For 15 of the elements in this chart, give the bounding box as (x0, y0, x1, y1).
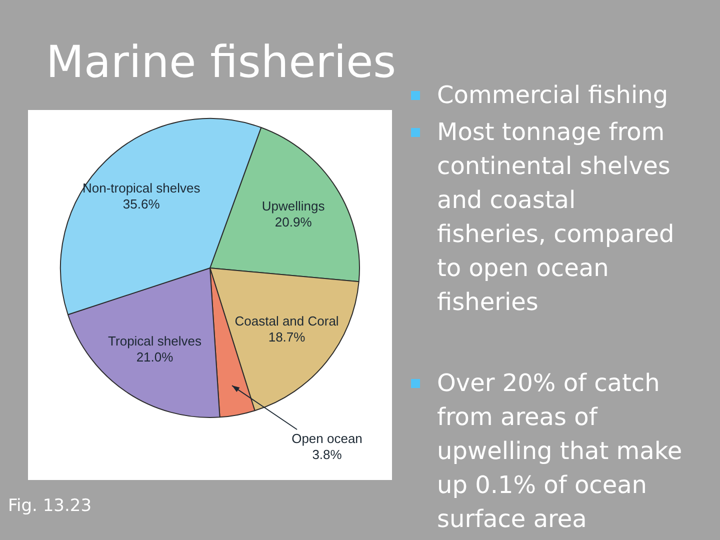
data-label: 21.0% (136, 349, 174, 364)
slice-label: Coastal and Coral (234, 314, 339, 329)
data-label: 20.9% (274, 214, 312, 230)
text: Most tonnage from continental shelves and coastal fisheries, compared to open ocean fisheries (437, 118, 674, 316)
slice-label: Tropical shelves (108, 333, 202, 348)
data-label: 35.6% (122, 196, 160, 212)
text: Commercial fishing (437, 81, 668, 109)
slice-label: Non-tropical shelves (82, 180, 201, 196)
data-label: 18.7% (268, 330, 306, 345)
slice-label: Open ocean (292, 431, 362, 446)
data-label: 3.8% (312, 447, 342, 462)
chart-title: Marine fisheries (46, 36, 396, 90)
slice-label: Upwellings (262, 198, 326, 214)
caption: Fig. 13.23 (8, 496, 92, 516)
text: Over 20% of catch from areas of upwelling that make up 0.1% of ocean surface area (437, 369, 682, 533)
